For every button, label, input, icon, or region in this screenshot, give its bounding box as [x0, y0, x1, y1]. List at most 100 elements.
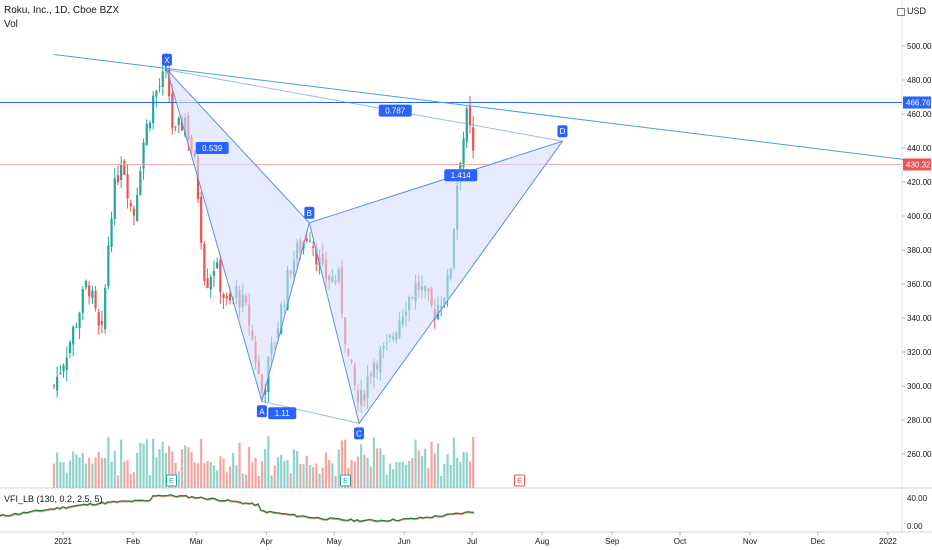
- volume-bar: [78, 457, 81, 488]
- volume-bar: [254, 457, 257, 488]
- candle-body: [129, 203, 132, 207]
- volume-bar: [324, 452, 328, 488]
- volume-bar: [321, 467, 324, 488]
- candle-body: [155, 91, 158, 97]
- candle-body: [72, 327, 75, 345]
- volume-bar: [305, 455, 308, 488]
- candle-body: [174, 126, 177, 128]
- volume-bar: [232, 452, 235, 488]
- candle-body: [145, 123, 148, 145]
- time-tick-label: Dec: [811, 537, 825, 546]
- volume-bar: [465, 452, 468, 488]
- volume-bar: [452, 437, 456, 488]
- candle-body: [200, 196, 203, 243]
- candle-body: [78, 312, 81, 329]
- price-tick-label: 300.00: [907, 382, 932, 391]
- price-tick-label: 460.00: [907, 110, 932, 119]
- volume-bar: [468, 461, 472, 488]
- volume-bar: [308, 464, 312, 488]
- volume-bar: [81, 452, 84, 488]
- volume-bar: [401, 461, 404, 488]
- candle-body: [65, 357, 68, 370]
- volume-bar: [216, 470, 219, 488]
- volume-bars: [52, 436, 475, 488]
- time-tick-label: Feb: [126, 537, 140, 546]
- time-tick-label: Jun: [398, 537, 411, 546]
- volume-bar: [136, 452, 139, 488]
- time-tick-label: Apr: [260, 537, 273, 546]
- pattern-point-badge: [354, 427, 365, 440]
- volume-bar: [267, 436, 270, 488]
- volume-bar: [155, 457, 158, 488]
- volume-bar: [315, 463, 318, 488]
- vfi-indicator: [0, 494, 475, 523]
- volume-bar: [392, 469, 395, 488]
- time-tick-label: Sep: [605, 537, 620, 546]
- pattern-point-label: B: [307, 209, 312, 218]
- pattern-point-badge: [304, 206, 315, 219]
- pattern-bcd-triangle: [308, 140, 564, 425]
- volume-bar: [235, 465, 238, 488]
- candle-body: [264, 388, 267, 395]
- earnings-marker[interactable]: [165, 474, 177, 487]
- volume-bar: [443, 463, 446, 488]
- price-tick-label: 260.00: [907, 450, 932, 459]
- volume-bar: [228, 466, 232, 488]
- price-tick-label: 420.00: [907, 178, 932, 187]
- volume-bar: [449, 464, 452, 488]
- candle-body: [209, 277, 212, 290]
- volume-bar: [366, 457, 369, 488]
- volume-bar: [337, 449, 340, 488]
- volume-bar: [65, 472, 68, 488]
- volume-bar: [382, 454, 385, 488]
- price-tick-label: 340.00: [907, 314, 932, 323]
- candle-body: [123, 161, 126, 175]
- volume-bar: [142, 443, 145, 488]
- volume-bar: [84, 463, 88, 488]
- candle-body: [228, 293, 232, 301]
- volume-bar: [225, 472, 228, 488]
- trendline[interactable]: [53, 54, 932, 166]
- volume-bar: [360, 444, 363, 488]
- pattern-point-badge: [557, 125, 568, 138]
- volume-bar: [270, 475, 273, 488]
- earnings-marker[interactable]: [514, 474, 526, 487]
- volume-bar: [168, 445, 171, 488]
- volume-bar: [299, 463, 302, 488]
- volume-bar: [209, 462, 212, 488]
- candle-body: [113, 178, 116, 219]
- candle-body: [104, 288, 107, 330]
- harmonic-pattern[interactable]: X A B C D 0.539 0.787 1.11 1.414: [161, 53, 568, 440]
- volume-bar: [200, 438, 203, 488]
- volume-bar: [91, 463, 94, 488]
- time-tick-label: May: [327, 537, 342, 546]
- volume-bar: [222, 458, 225, 488]
- candle-body: [216, 262, 219, 268]
- volume-bar: [62, 462, 65, 488]
- volume-bar: [398, 462, 401, 488]
- volume-bar: [72, 451, 75, 488]
- volume-bar: [433, 453, 436, 488]
- ratio-label: 1.11: [275, 409, 291, 418]
- chart-title: Roku, Inc., 1D, Cboe BZX: [4, 5, 120, 16]
- candle-body: [465, 108, 468, 142]
- earnings-marker[interactable]: [340, 474, 351, 487]
- volume-bar: [280, 454, 283, 488]
- candle-body: [88, 285, 91, 297]
- currency-selector[interactable]: USD: [896, 6, 926, 16]
- vfi-ma-line: [0, 495, 475, 523]
- candle-body: [180, 117, 184, 131]
- time-tick-label: Oct: [674, 537, 687, 546]
- price-tick-label: 360.00: [907, 280, 932, 289]
- time-tick-label: Jul: [467, 537, 477, 546]
- earnings-marker-glyph: E: [343, 478, 348, 485]
- time-tick-label: Aug: [535, 537, 549, 546]
- candle-body: [97, 312, 100, 326]
- volume-bar: [417, 450, 420, 488]
- candle-body: [206, 278, 209, 288]
- pattern-point-badge: [256, 405, 267, 418]
- candle-body: [139, 171, 142, 196]
- volume-bar: [376, 448, 379, 488]
- volume-bar: [180, 449, 184, 488]
